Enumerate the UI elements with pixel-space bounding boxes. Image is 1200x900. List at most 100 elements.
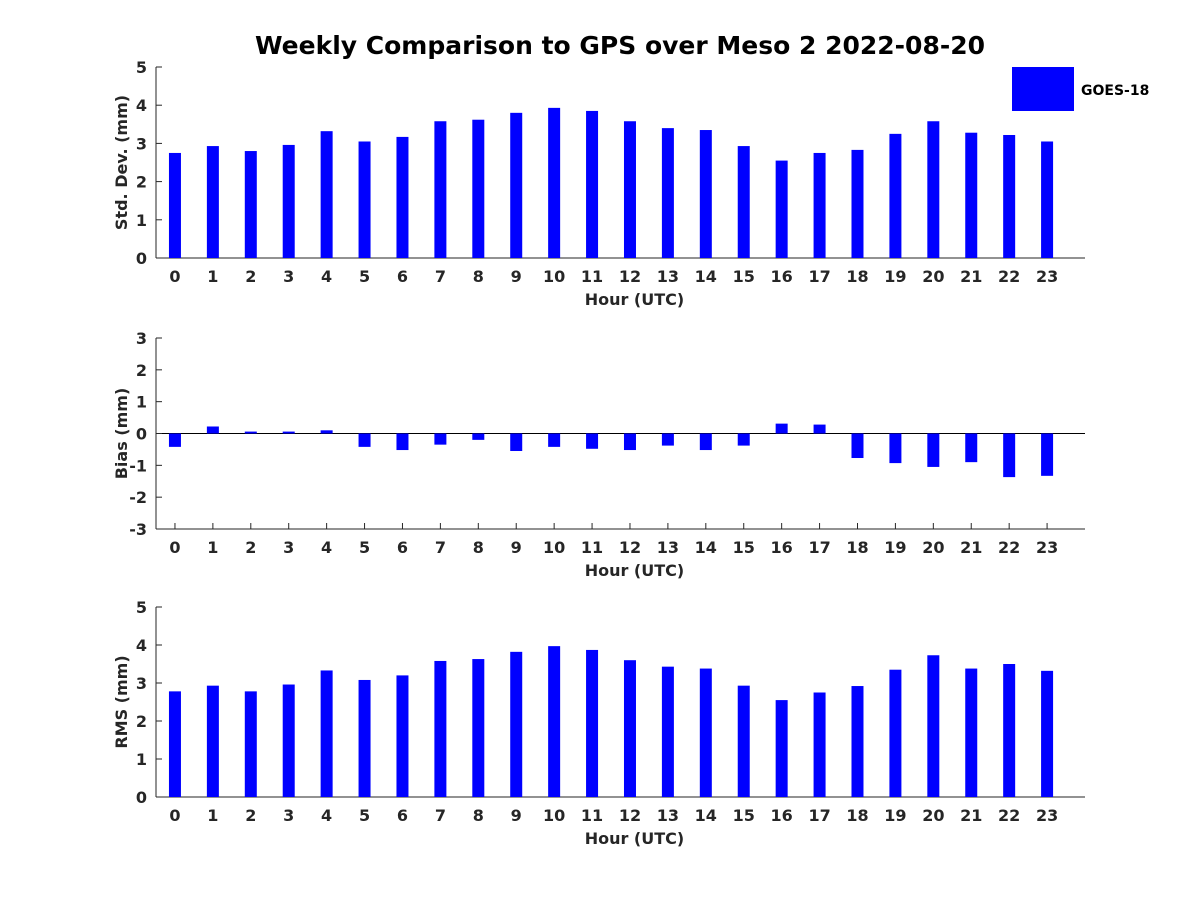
x-tick-label: 16 [771,267,793,286]
y-tick-label: 5 [136,58,147,77]
x-tick-label: 2 [245,267,256,286]
y-tick-label: 3 [136,674,147,693]
bar-stddev-hour-15 [737,146,750,258]
x-tick-label: 0 [169,538,180,557]
x-tick-label: 8 [473,267,484,286]
bar-rms-hour-2 [244,691,257,797]
bar-stddev-hour-17 [813,152,826,258]
x-tick-label: 14 [695,267,717,286]
bar-stddev-hour-8 [472,119,485,258]
bar-stddev-hour-19 [889,133,902,258]
x-tick-label: 19 [884,538,906,557]
bar-rms-hour-16 [775,700,788,797]
x-tick-label: 15 [733,538,755,557]
chart-title: Weekly Comparison to GPS over Meso 2 202… [255,31,985,60]
bar-bias-hour-20 [927,433,940,467]
bar-stddev-hour-12 [623,121,636,258]
bar-bias-hour-17 [813,424,826,434]
y-tick-label: 0 [136,249,147,268]
x-tick-label: 9 [511,806,522,825]
x-tick-label: 21 [960,267,982,286]
y-tick-label: 1 [136,393,147,412]
x-tick-label: 5 [359,538,370,557]
y-tick-label: -3 [129,520,147,539]
x-tick-label: 7 [435,806,446,825]
x-tick-label: 1 [207,267,218,286]
bar-bias-hour-1 [206,426,219,434]
bar-bias-hour-12 [623,433,636,451]
bar-stddev-hour-10 [548,107,561,259]
bar-rms-hour-1 [206,685,219,797]
x-tick-label: 6 [397,806,408,825]
x-tick-label: 11 [581,267,603,286]
bar-stddev-hour-1 [206,146,219,258]
x-tick-label: 22 [998,267,1020,286]
x-tick-label: 21 [960,806,982,825]
bar-rms-hour-10 [548,646,561,797]
x-tick-label: 9 [511,267,522,286]
y-tick-label: 3 [136,329,147,348]
bar-rms-hour-23 [1041,670,1054,797]
bar-stddev-hour-23 [1041,141,1054,258]
x-tick-label: 10 [543,267,565,286]
bar-rms-hour-0 [168,691,181,797]
x-tick-label: 1 [207,806,218,825]
y-axis-label: Bias (mm) [112,388,131,480]
x-tick-label: 20 [922,267,944,286]
bar-bias-hour-11 [586,433,599,449]
bar-bias-hour-14 [699,433,712,451]
x-tick-label: 18 [846,806,868,825]
y-tick-label: 2 [136,361,147,380]
bar-bias-hour-6 [396,433,409,451]
x-axis-label: Hour (UTC) [585,829,685,848]
x-tick-label: 8 [473,538,484,557]
x-tick-label: 22 [998,538,1020,557]
x-tick-label: 14 [695,538,717,557]
x-axis-label: Hour (UTC) [585,561,685,580]
y-tick-label: 2 [136,712,147,731]
x-tick-label: 23 [1036,267,1058,286]
bar-stddev-hour-0 [168,152,181,258]
y-tick-label: 0 [136,425,147,444]
x-tick-label: 16 [771,806,793,825]
bar-stddev-hour-9 [510,112,523,258]
bar-bias-hour-19 [889,433,902,464]
x-tick-label: 18 [846,538,868,557]
bar-stddev-hour-22 [1003,134,1016,258]
legend-swatch-goes-18 [1012,67,1074,111]
x-tick-label: 12 [619,267,641,286]
y-tick-label: 4 [136,96,147,115]
bar-bias-hour-9 [510,433,523,452]
bar-rms-hour-19 [889,669,902,797]
y-tick-label: 4 [136,636,147,655]
x-tick-label: 13 [657,806,679,825]
bar-bias-hour-21 [965,433,978,463]
x-tick-label: 3 [283,538,294,557]
x-tick-label: 6 [397,267,408,286]
bar-rms-hour-5 [358,679,371,797]
bar-bias-hour-3 [282,431,295,434]
bar-bias-hour-7 [434,433,447,445]
bar-rms-hour-11 [586,649,599,797]
bar-bias-hour-5 [358,433,371,447]
x-tick-label: 13 [657,538,679,557]
bar-stddev-hour-16 [775,160,788,258]
bar-stddev-hour-5 [358,141,371,258]
bar-rms-hour-4 [320,670,333,797]
bar-rms-hour-6 [396,675,409,797]
x-tick-label: 1 [207,538,218,557]
x-tick-label: 3 [283,267,294,286]
x-tick-label: 4 [321,806,332,825]
x-tick-label: 10 [543,806,565,825]
bar-stddev-hour-18 [851,149,864,258]
bar-rms-hour-9 [510,651,523,797]
x-tick-label: 7 [435,267,446,286]
bar-bias-hour-2 [244,431,257,434]
x-tick-label: 6 [397,538,408,557]
x-tick-label: 14 [695,806,717,825]
x-tick-label: 15 [733,267,755,286]
bar-rms-hour-17 [813,692,826,797]
